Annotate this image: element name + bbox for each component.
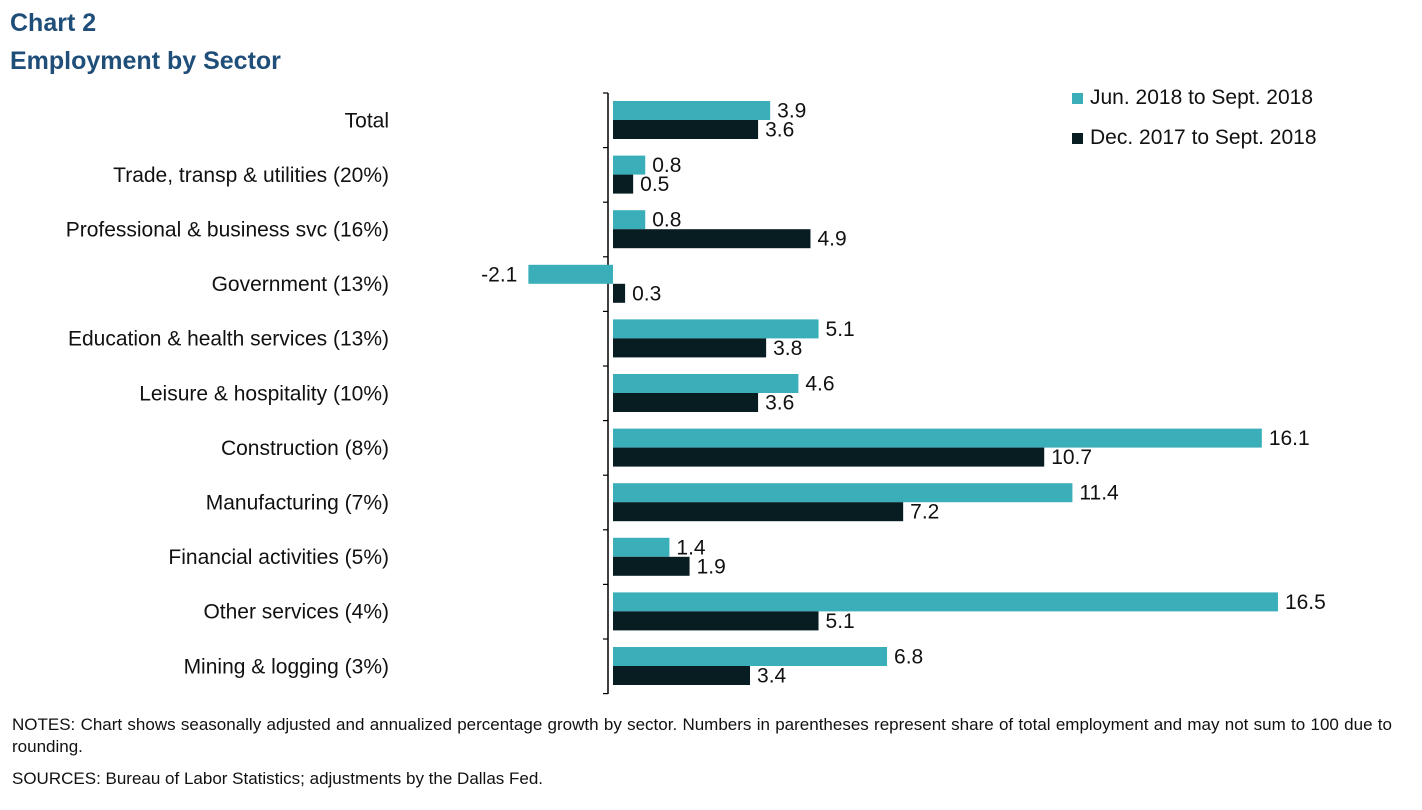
data-label-series2: 3.6: [765, 392, 794, 415]
chart-notes: NOTES: Chart shows seasonally adjusted a…: [12, 715, 1392, 756]
bar-series2: [613, 666, 751, 685]
data-label-series2: 3.4: [757, 665, 787, 688]
data-label-series2: 1.9: [697, 555, 726, 578]
category-label: Trade, transp & utilities (20%): [113, 164, 389, 187]
category-label: Government (13%): [212, 273, 389, 296]
bar-series1: [613, 592, 1278, 612]
bar-series2: [613, 229, 811, 249]
bar-series1: [613, 647, 888, 666]
data-label-series1: -2.1: [481, 263, 517, 286]
category-label: Education & health services (13%): [68, 328, 389, 351]
data-label-series1: 6.8: [894, 646, 923, 669]
bar-series1: [613, 319, 819, 339]
data-label-series1: 1.4: [676, 536, 706, 559]
data-label-series2: 3.6: [765, 119, 794, 142]
bar-series2: [613, 447, 1045, 467]
bar-series1: [613, 483, 1073, 503]
legend-label-series2: Dec. 2017 to Sept. 2018: [1090, 126, 1317, 149]
legend-item-series1: Jun. 2018 to Sept. 2018: [1072, 86, 1313, 110]
data-label-series1: 0.8: [652, 154, 681, 177]
data-label-series2: 4.9: [817, 228, 846, 251]
data-label-series1: 0.8: [652, 209, 681, 232]
legend-label-series1: Jun. 2018 to Sept. 2018: [1090, 86, 1314, 109]
data-label-series2: 10.7: [1051, 446, 1092, 469]
category-label: Construction (8%): [221, 437, 389, 460]
category-label: Other services (4%): [203, 601, 389, 624]
data-label-series2: 3.8: [773, 337, 802, 360]
data-label-series1: 3.9: [777, 100, 806, 123]
bar-series1: [528, 264, 613, 284]
category-label: Leisure & hospitality (10%): [139, 382, 389, 405]
data-label-series2: 5.1: [826, 610, 855, 633]
category-label: Mining & logging (3%): [184, 655, 389, 678]
data-label-series2: 0.5: [640, 173, 669, 196]
chart-number: Chart 2: [10, 9, 97, 37]
legend-item-series2: Dec. 2017 to Sept. 2018: [1072, 126, 1317, 150]
chart-sources: SOURCES: Bureau of Labor Statistics; adj…: [12, 769, 544, 788]
bar-series1: [613, 101, 771, 120]
data-label-series2: 0.3: [632, 282, 661, 305]
category-label: Total: [345, 109, 389, 132]
bar-series2: [613, 120, 759, 139]
bar-series2: [613, 338, 767, 358]
data-label-series1: 5.1: [826, 318, 855, 341]
bar-series1: [613, 210, 646, 230]
bar-series1: [613, 428, 1262, 448]
chart-title: Employment by Sector: [10, 47, 281, 75]
bar-series2: [613, 174, 634, 194]
data-label-series1: 4.6: [805, 373, 834, 396]
bar-series2: [613, 556, 690, 576]
data-label-series1: 11.4: [1079, 482, 1119, 505]
bar-series2: [613, 393, 759, 412]
category-label: Professional & business svc (16%): [66, 219, 389, 242]
bar-series1: [613, 537, 670, 557]
data-label-series1: 16.1: [1269, 427, 1310, 450]
legend-swatch-series2: [1072, 132, 1083, 144]
category-label: Manufacturing (7%): [206, 492, 389, 515]
bar-series2: [613, 502, 904, 522]
bar-series2: [613, 283, 626, 303]
category-label: Financial activities (5%): [168, 546, 389, 569]
bar-series1: [613, 155, 646, 175]
bar-series2: [613, 611, 819, 631]
data-label-series1: 16.5: [1285, 591, 1326, 614]
legend-swatch-series1: [1072, 92, 1083, 104]
data-label-series2: 7.2: [910, 501, 939, 524]
bar-series1: [613, 374, 799, 393]
